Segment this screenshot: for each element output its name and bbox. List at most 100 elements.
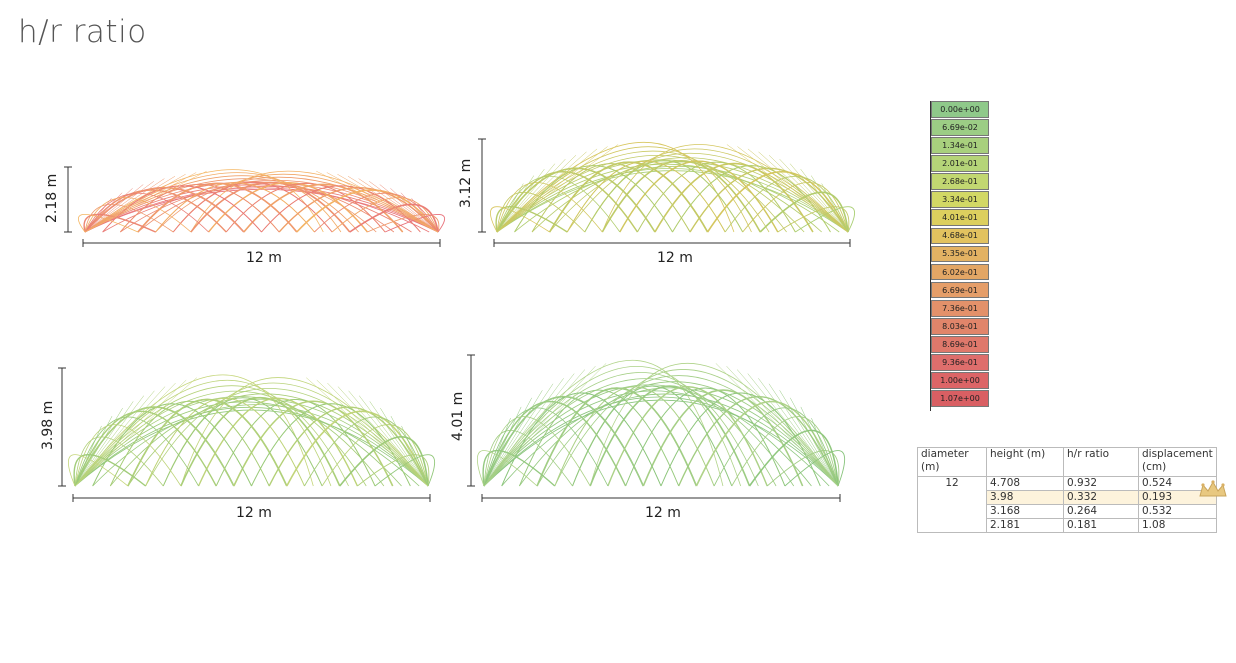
dome-fan-line — [369, 401, 429, 487]
dome-fan-line — [496, 154, 577, 233]
legend-cell: 0.00e+00 — [931, 101, 989, 118]
dome-fan-line — [821, 183, 849, 233]
dome-arc — [74, 374, 314, 487]
dome-fan-line — [84, 172, 197, 233]
dome-fan-line — [726, 365, 839, 487]
dome-rib — [625, 387, 786, 487]
dome-arc — [155, 176, 439, 233]
dome-fan-line — [74, 390, 155, 487]
dome-rib — [74, 406, 235, 487]
dome-drawing — [476, 359, 846, 487]
dome-rib — [483, 396, 644, 487]
table-cell: 2.181 — [986, 518, 1064, 533]
dome-rib — [78, 214, 139, 233]
dome-fan-line — [401, 425, 429, 487]
table-row: 3.168 0.264 0.532 — [918, 504, 1217, 519]
dome-arc — [74, 385, 349, 487]
dome-fan-line — [327, 382, 429, 487]
dome-rib — [619, 161, 779, 233]
height-dimension-line — [478, 138, 851, 247]
dome-rib — [268, 406, 429, 487]
legend-cell: 8.03e-01 — [931, 317, 989, 335]
table-cell: 3.168 — [986, 504, 1064, 519]
dome-rib — [678, 396, 839, 487]
dome-rib — [549, 161, 709, 233]
dome-fan-line — [811, 417, 839, 487]
dome-rib — [566, 161, 726, 233]
height-label: 3.98 m — [40, 400, 56, 450]
dome-rib — [225, 183, 386, 233]
dome-arc — [84, 172, 342, 233]
dome-rib — [589, 385, 751, 487]
dome-rib — [637, 161, 796, 233]
dome-fan-line — [768, 154, 849, 233]
table-cell: 0.932 — [1063, 476, 1139, 491]
dome-rib — [483, 416, 591, 487]
dome-rib — [384, 214, 446, 233]
dome-arc — [554, 375, 839, 487]
results-table: diameter (m) height (m) h/r ratio displa… — [917, 447, 1217, 533]
dome-rib — [784, 450, 846, 487]
dome-rib — [92, 403, 252, 487]
dome-fan-line — [483, 406, 522, 487]
dome-rib — [766, 450, 840, 487]
dome-fan-line — [337, 174, 439, 233]
dome-rib — [137, 182, 298, 233]
dome-rib — [304, 416, 429, 487]
legend-cell: 9.36e-01 — [931, 354, 989, 371]
dome-fan-line — [779, 390, 839, 487]
page-title: h/r ratio — [18, 14, 147, 50]
dome-rib — [554, 386, 715, 487]
dome-fan-line — [316, 170, 439, 233]
dome-rib — [501, 392, 662, 487]
dome-fan-line — [74, 401, 134, 487]
dome-arc — [127, 393, 429, 487]
header-displacement: displacement (cm) — [1138, 447, 1217, 477]
dome-panel-4: 4.01 m 12 m — [450, 345, 870, 530]
dome-rib — [476, 450, 538, 487]
dome-drawing — [67, 374, 436, 487]
dome-fan-line — [337, 386, 429, 487]
dome-fan-line — [483, 369, 586, 487]
dome-rib — [349, 203, 439, 233]
dome-rib — [759, 191, 849, 233]
dome-fan-line — [496, 183, 524, 233]
dome-rib — [278, 187, 439, 233]
dome-rib — [67, 454, 129, 487]
dome-rib — [483, 400, 627, 487]
dome-fan-line — [800, 406, 839, 487]
dome-fan-line — [496, 146, 608, 233]
dome-panel-2: 3.12 m 12 m — [450, 130, 870, 270]
legend-cell: 3.34e-01 — [931, 191, 989, 209]
height-dimension-line — [58, 367, 431, 502]
dome-fan-line — [715, 363, 839, 487]
dome-rib — [496, 167, 656, 233]
dome-rib — [742, 182, 849, 233]
dome-rib — [162, 397, 323, 487]
dome-fan-line — [358, 178, 439, 233]
dome-fan-line — [84, 188, 133, 233]
dome-fan-line — [758, 151, 849, 233]
dome-rib — [724, 176, 849, 233]
table-cell: 0.181 — [1063, 518, 1139, 533]
dome-rib — [109, 400, 270, 487]
dome-rib — [607, 386, 768, 487]
width-label: 12 m — [657, 250, 693, 266]
dome-fan-line — [84, 181, 154, 233]
legend-cell: 1.00e+00 — [931, 372, 989, 389]
dome-rib — [74, 410, 217, 487]
dome-fan-line — [496, 168, 545, 233]
height-label: 3.12 m — [458, 158, 474, 208]
dome-rib — [777, 206, 850, 233]
legend-cell: 7.36e-01 — [931, 299, 989, 317]
dome-fan-line — [326, 172, 439, 233]
table-cell: 0.532 — [1138, 504, 1217, 519]
dome-rib — [706, 170, 849, 233]
dome-rib — [695, 400, 839, 487]
dome-rib — [74, 416, 199, 487]
dome-drawing — [78, 169, 446, 233]
dome-fan-line — [726, 144, 849, 233]
dome-fan-line — [779, 158, 849, 233]
table-cell: 1.08 — [1138, 518, 1217, 533]
dome-arc — [483, 372, 759, 487]
